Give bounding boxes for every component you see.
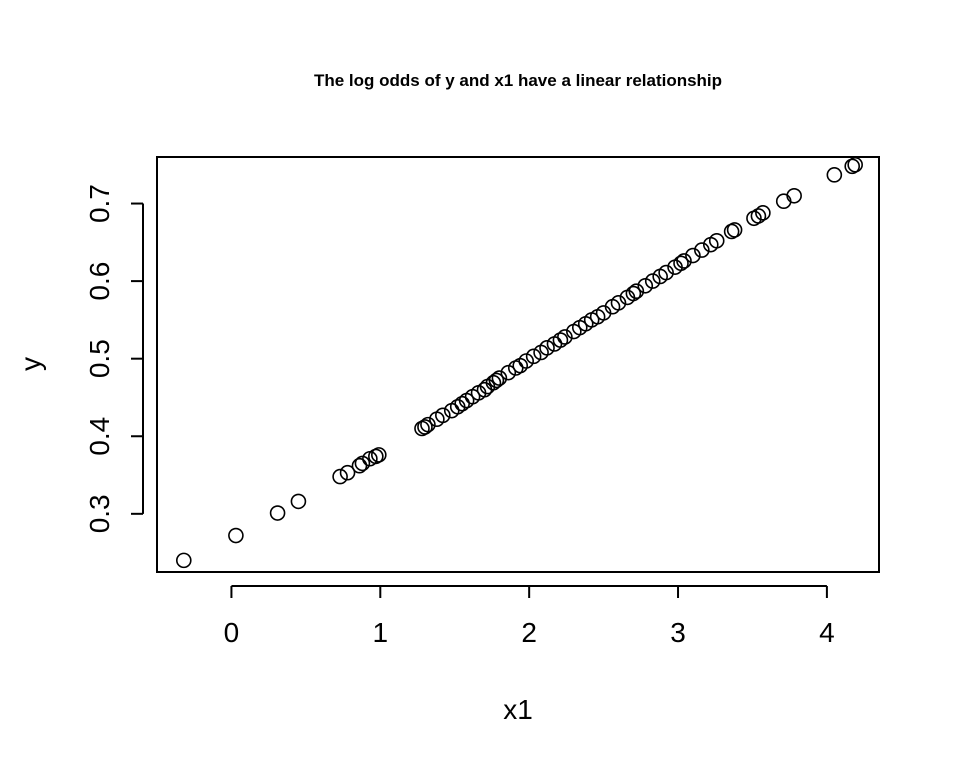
data-point (847, 156, 863, 173)
data-point (694, 242, 710, 258)
data-point (488, 372, 505, 389)
data-point (539, 340, 555, 356)
data-point (454, 395, 470, 412)
x-tick-label: 4 (819, 617, 835, 648)
data-point (371, 447, 387, 463)
data-point (290, 493, 307, 510)
data-point (723, 223, 740, 240)
data-point (726, 222, 743, 238)
data-points (175, 156, 863, 569)
y-tick-label: 0.5 (84, 339, 115, 378)
data-point (228, 527, 244, 544)
data-point (417, 419, 433, 435)
data-point (339, 464, 356, 481)
data-point (673, 255, 689, 272)
data-point (354, 455, 371, 472)
x-axis-label: x1 (503, 694, 533, 725)
y-tick-label: 0.6 (84, 262, 115, 301)
data-point (637, 277, 654, 294)
data-point (368, 448, 384, 465)
x-tick-label: 3 (670, 617, 686, 648)
data-point (844, 158, 861, 175)
data-point (518, 353, 534, 369)
data-point (708, 232, 725, 249)
data-point (625, 285, 642, 302)
data-point (676, 253, 692, 269)
data-point (628, 283, 645, 299)
data-point (332, 468, 348, 485)
data-point (658, 264, 674, 281)
x-tick-label: 1 (373, 617, 389, 648)
y-tick-label: 0.4 (84, 417, 115, 456)
y-axis: 0.3 0.4 0.5 0.6 0.7 (84, 184, 144, 533)
y-axis-label: y (15, 357, 46, 371)
data-point (435, 407, 451, 424)
data-point (826, 167, 843, 183)
data-point (175, 552, 192, 569)
data-point (610, 295, 627, 311)
x-axis: 0 1 2 3 4 (224, 585, 835, 648)
data-point (786, 187, 802, 204)
data-point (685, 247, 701, 264)
data-point (750, 208, 767, 224)
data-point (491, 370, 508, 386)
plot-frame (156, 156, 880, 573)
data-point (525, 348, 542, 365)
x-tick-label: 0 (224, 617, 240, 648)
data-point (755, 205, 771, 221)
data-point (644, 273, 661, 289)
data-point (552, 332, 569, 348)
y-tick-label: 0.7 (84, 184, 115, 223)
data-point (269, 505, 286, 521)
data-point (500, 364, 517, 381)
data-point (557, 329, 573, 345)
y-tick-label: 0.3 (84, 494, 115, 533)
x-tick-label: 2 (521, 617, 537, 648)
chart-title: The log odds of y and x1 have a linear r… (314, 71, 722, 90)
data-point (420, 416, 436, 433)
